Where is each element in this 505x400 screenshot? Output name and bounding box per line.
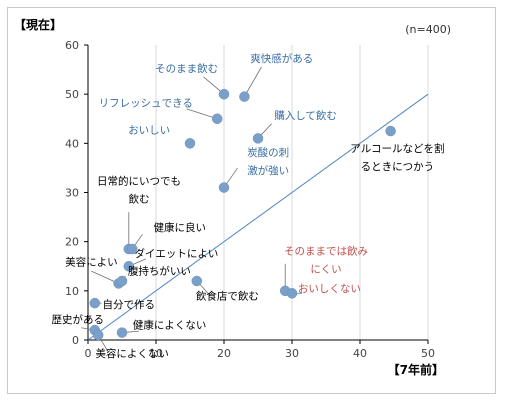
y-tick-label: 40	[65, 137, 79, 150]
data-points	[89, 88, 396, 341]
data-point	[218, 182, 230, 193]
data-point	[116, 275, 128, 287]
point-label: 自分で作る	[103, 298, 156, 311]
data-point	[191, 275, 203, 287]
data-point	[89, 297, 101, 309]
leader-line	[186, 108, 218, 120]
data-point	[211, 113, 223, 124]
data-point	[239, 91, 250, 102]
y-tick-label: 20	[65, 236, 79, 249]
point-label: 飲食店で飲む	[196, 290, 259, 303]
data-point	[218, 88, 230, 100]
x-tick-label: 40	[353, 347, 367, 360]
axes	[84, 44, 429, 344]
point-label: 激が強い	[247, 164, 289, 177]
point-label: 腹持ちがいい	[128, 265, 191, 278]
data-point	[123, 261, 135, 272]
leader-line	[244, 66, 262, 97]
reference-line-group	[87, 93, 429, 341]
point-label: そのまま飲む	[155, 62, 218, 75]
x-tick-label: 30	[285, 347, 299, 360]
point-label: 爽快感がある	[250, 52, 313, 65]
point-label: にくい	[310, 263, 341, 275]
tick-labels: 0 10 20 30 40 50 60 0 10 20 30 40 50	[65, 39, 435, 360]
point-label: リフレッシュできる	[99, 97, 193, 109]
x-tick-label: 20	[217, 347, 231, 360]
point-label: 美容によい	[65, 255, 118, 268]
data-point	[126, 243, 138, 255]
data-point	[385, 125, 396, 137]
point-labels: そのまま飲む 爽快感があるリフレッシュできる購入して飲むおいしいアルコールなどを割…	[52, 52, 445, 360]
data-point	[116, 327, 128, 338]
point-label: 美容によくない	[95, 347, 169, 360]
point-label: 健康に良い	[154, 221, 207, 234]
point-label: おいしくない	[298, 283, 361, 295]
point-label: そのままでは飲み	[284, 244, 368, 257]
y-tick-label: 0	[72, 334, 79, 347]
y-tick-label: 10	[65, 285, 79, 298]
point-label: 飲む	[129, 193, 150, 206]
x-tick-label: 0	[85, 347, 92, 360]
point-label: おいしい	[128, 125, 170, 137]
y-tick-label: 50	[65, 88, 79, 101]
sample-size-note: (n=400)	[405, 23, 451, 36]
data-point	[286, 288, 298, 299]
point-label: アルコールなどを割	[350, 142, 444, 155]
y-tick-label: 30	[65, 187, 79, 200]
y-axis-title: 【現在】	[14, 17, 62, 32]
data-point	[92, 329, 104, 341]
x-axis-title: 【7年前】	[388, 362, 444, 377]
x-tick-label: 10	[149, 347, 163, 360]
point-label: 日常的にいつでも	[97, 175, 181, 188]
point-label: 炭酸の刺	[247, 146, 289, 159]
data-point	[184, 138, 196, 149]
point-label: るときにつかう	[361, 161, 435, 173]
point-label: 健康によくない	[133, 319, 207, 332]
reference-line	[87, 93, 429, 341]
data-point	[252, 133, 264, 144]
x-tick-label: 50	[421, 347, 435, 360]
point-label: 歴史がある	[52, 313, 105, 326]
point-label: 購入して飲む	[274, 109, 337, 122]
y-tick-label: 60	[65, 39, 79, 52]
point-label: ダイエットによい	[134, 247, 218, 260]
